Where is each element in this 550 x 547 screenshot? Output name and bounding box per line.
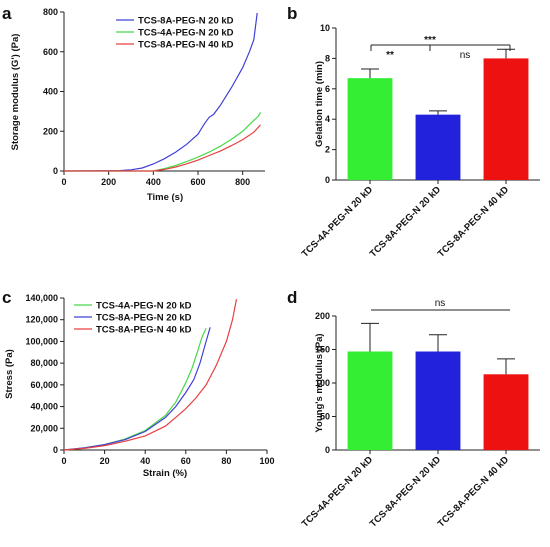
y-tick-label: 0 [325,175,330,185]
legend-entry-tcs-4a-peg-n-20-kd: TCS-4A-PEG-N 20 kD [96,301,192,312]
y-tick-label: 20,000 [30,423,58,433]
category-label-tcs-4a-peg-n-20-kd: TCS-4A-PEG-N 20 kD [300,454,375,529]
category-label-tcs-4a-peg-n-20-kd: TCS-4A-PEG-N 20 kD [300,184,375,259]
y-tick-label: 600 [43,47,58,57]
y-tick-label: 40,000 [30,402,58,412]
category-label-tcs-8a-peg-n-40-kd: TCS-8A-PEG-N 40 kD [436,454,511,529]
panel-d-significance: ns [371,298,510,311]
series-line-tcs-4a-peg-n-20-kd [63,328,207,451]
x-tick-label: 0 [61,456,66,466]
panel-a-ticks: 0 200 400 600 800 0 200 400 600 800 [43,7,250,187]
x-tick-label: 0 [61,177,66,187]
panel-b-significance: ** *** ns [370,35,511,61]
bar-tcs-4a-peg-n-20-kd [347,78,393,180]
y-tick-label: 100 [315,378,330,388]
legend-entry-tcs-4a-peg-n-20-kd: TCS-4A-PEG-N 20 kD [138,28,234,39]
y-tick-label: 50 [320,412,330,422]
panel-c-letter: c [2,288,11,307]
panel-b-y-axis-label: Gelation time (min) [314,61,325,147]
panel-b-ticks: 0 2 4 6 8 10 [320,23,507,185]
panel-b-bars [347,48,529,180]
panel-a-letter: a [2,4,12,23]
y-tick-label: 60,000 [30,380,58,390]
sig-label-triple-star: *** [424,35,436,46]
x-tick-label: 60 [181,456,191,466]
panel-d-youngs-modulus-chart: d 0 50 100 150 200 ns Young's modulus (Pa) T… [287,288,540,530]
y-tick-label: 6 [325,84,330,94]
sig-label-ns: ns [460,50,471,61]
x-tick-label: 200 [101,177,116,187]
x-tick-label: 400 [146,177,161,187]
panel-d-ticks: 0 50 100 150 200 [315,311,507,455]
sig-label-ns: ns [435,298,446,309]
y-tick-label: 0 [53,166,58,176]
bar-tcs-8a-peg-n-20-kd [415,114,461,180]
panel-c-ticks: 0 20 40 60 80 100 0 20,000 40,000 60,000 80,000 100… [25,293,274,466]
x-tick-label: 40 [140,456,150,466]
y-tick-label: 100,000 [25,336,58,346]
series-line-tcs-8a-peg-n-20-kd [63,327,211,451]
y-tick-label: 8 [325,53,330,63]
y-tick-label: 120,000 [25,315,58,325]
panel-d-bars [347,322,529,450]
y-tick-label: 4 [325,114,330,124]
sig-label-double-star: ** [386,50,394,61]
y-tick-label: 200 [43,126,58,136]
bar-tcs-8a-peg-n-20-kd [415,351,461,450]
x-tick-label: 80 [221,456,231,466]
y-tick-label: 0 [325,445,330,455]
bar-tcs-8a-peg-n-40-kd [483,374,529,450]
legend-entry-tcs-8a-peg-n-40-kd: TCS-8A-PEG-N 40 kD [138,40,234,51]
series-line-tcs-4a-peg-n-20-kd [64,112,262,172]
panel-a-y-axis-label: Storage modulus (G') (Pa) [10,34,21,151]
legend-entry-tcs-8a-peg-n-20-kd: TCS-8A-PEG-N 20 kD [138,16,234,27]
y-tick-label: 0 [53,445,58,455]
x-tick-label: 600 [190,177,205,187]
y-tick-label: 800 [43,7,58,17]
category-label-tcs-8a-peg-n-20-kd: TCS-8A-PEG-N 20 kD [368,454,443,529]
y-tick-label: 200 [315,311,330,321]
series-line-tcs-8a-peg-n-40-kd [64,124,261,172]
panel-c-stress-strain-chart: c 0 20 40 60 80 100 0 20,000 40,000 60,000 80,000 1… [2,288,275,479]
y-tick-label: 10 [320,23,330,33]
legend-entry-tcs-8a-peg-n-20-kd: TCS-8A-PEG-N 20 kD [96,313,192,324]
bar-tcs-8a-peg-n-40-kd [483,58,529,180]
panel-c-y-axis-label: Stress (Pa) [4,349,15,399]
panel-a-series-lines [63,12,262,172]
panel-d-y-axis-label: Young's modulus (Pa) [314,333,325,432]
y-tick-label: 2 [325,145,330,155]
panel-a-storage-modulus-chart: a 0 200 400 600 800 0 200 400 600 800 Time (s) St… [2,4,265,203]
x-tick-label: 100 [259,456,274,466]
series-line-tcs-8a-peg-n-40-kd [63,298,238,451]
panel-c-series-lines [63,298,238,451]
panel-a-x-axis-label: Time (s) [147,192,183,203]
y-tick-label: 150 [315,345,330,355]
legend-entry-tcs-8a-peg-n-40-kd: TCS-8A-PEG-N 40 kD [96,325,192,336]
category-label-tcs-8a-peg-n-20-kd: TCS-8A-PEG-N 20 kD [368,184,443,259]
y-tick-label: 140,000 [25,293,58,303]
x-tick-label: 800 [235,177,250,187]
y-tick-label: 400 [43,87,58,97]
panel-c-x-axis-label: Strain (%) [143,468,187,479]
panel-b-letter: b [287,4,297,23]
bar-tcs-4a-peg-n-20-kd [347,351,393,450]
panel-d-letter: d [287,288,297,307]
y-tick-label: 80,000 [30,358,58,368]
category-label-tcs-8a-peg-n-40-kd: TCS-8A-PEG-N 40 kD [436,184,511,259]
series-line-tcs-8a-peg-n-20-kd [63,12,258,172]
x-tick-label: 20 [100,456,110,466]
